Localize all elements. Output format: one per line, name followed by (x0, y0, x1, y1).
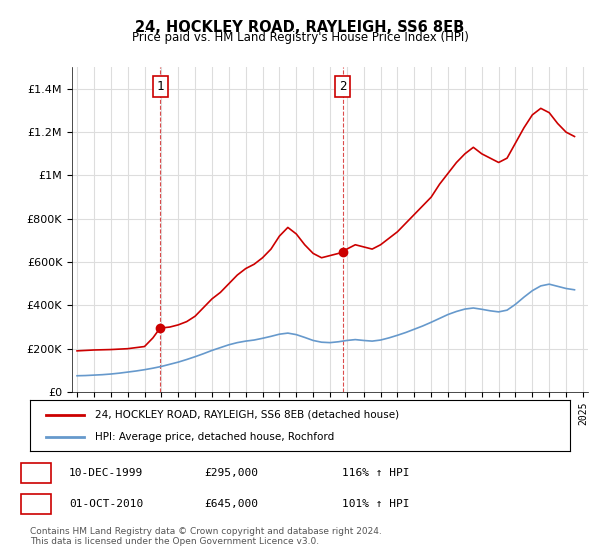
Text: 01-OCT-2010: 01-OCT-2010 (69, 499, 143, 509)
Text: 2: 2 (34, 499, 41, 509)
Text: £295,000: £295,000 (204, 468, 258, 478)
Text: Contains HM Land Registry data © Crown copyright and database right 2024.
This d: Contains HM Land Registry data © Crown c… (30, 526, 382, 546)
Text: 24, HOCKLEY ROAD, RAYLEIGH, SS6 8EB (detached house): 24, HOCKLEY ROAD, RAYLEIGH, SS6 8EB (det… (95, 409, 399, 419)
Text: HPI: Average price, detached house, Rochford: HPI: Average price, detached house, Roch… (95, 432, 334, 442)
Text: 1: 1 (34, 468, 41, 478)
Text: Price paid vs. HM Land Registry's House Price Index (HPI): Price paid vs. HM Land Registry's House … (131, 31, 469, 44)
Text: 116% ↑ HPI: 116% ↑ HPI (342, 468, 409, 478)
Text: 1: 1 (156, 80, 164, 93)
Text: 2: 2 (339, 80, 346, 93)
Text: 10-DEC-1999: 10-DEC-1999 (69, 468, 143, 478)
Text: 24, HOCKLEY ROAD, RAYLEIGH, SS6 8EB: 24, HOCKLEY ROAD, RAYLEIGH, SS6 8EB (136, 20, 464, 35)
Text: 101% ↑ HPI: 101% ↑ HPI (342, 499, 409, 509)
Text: £645,000: £645,000 (204, 499, 258, 509)
